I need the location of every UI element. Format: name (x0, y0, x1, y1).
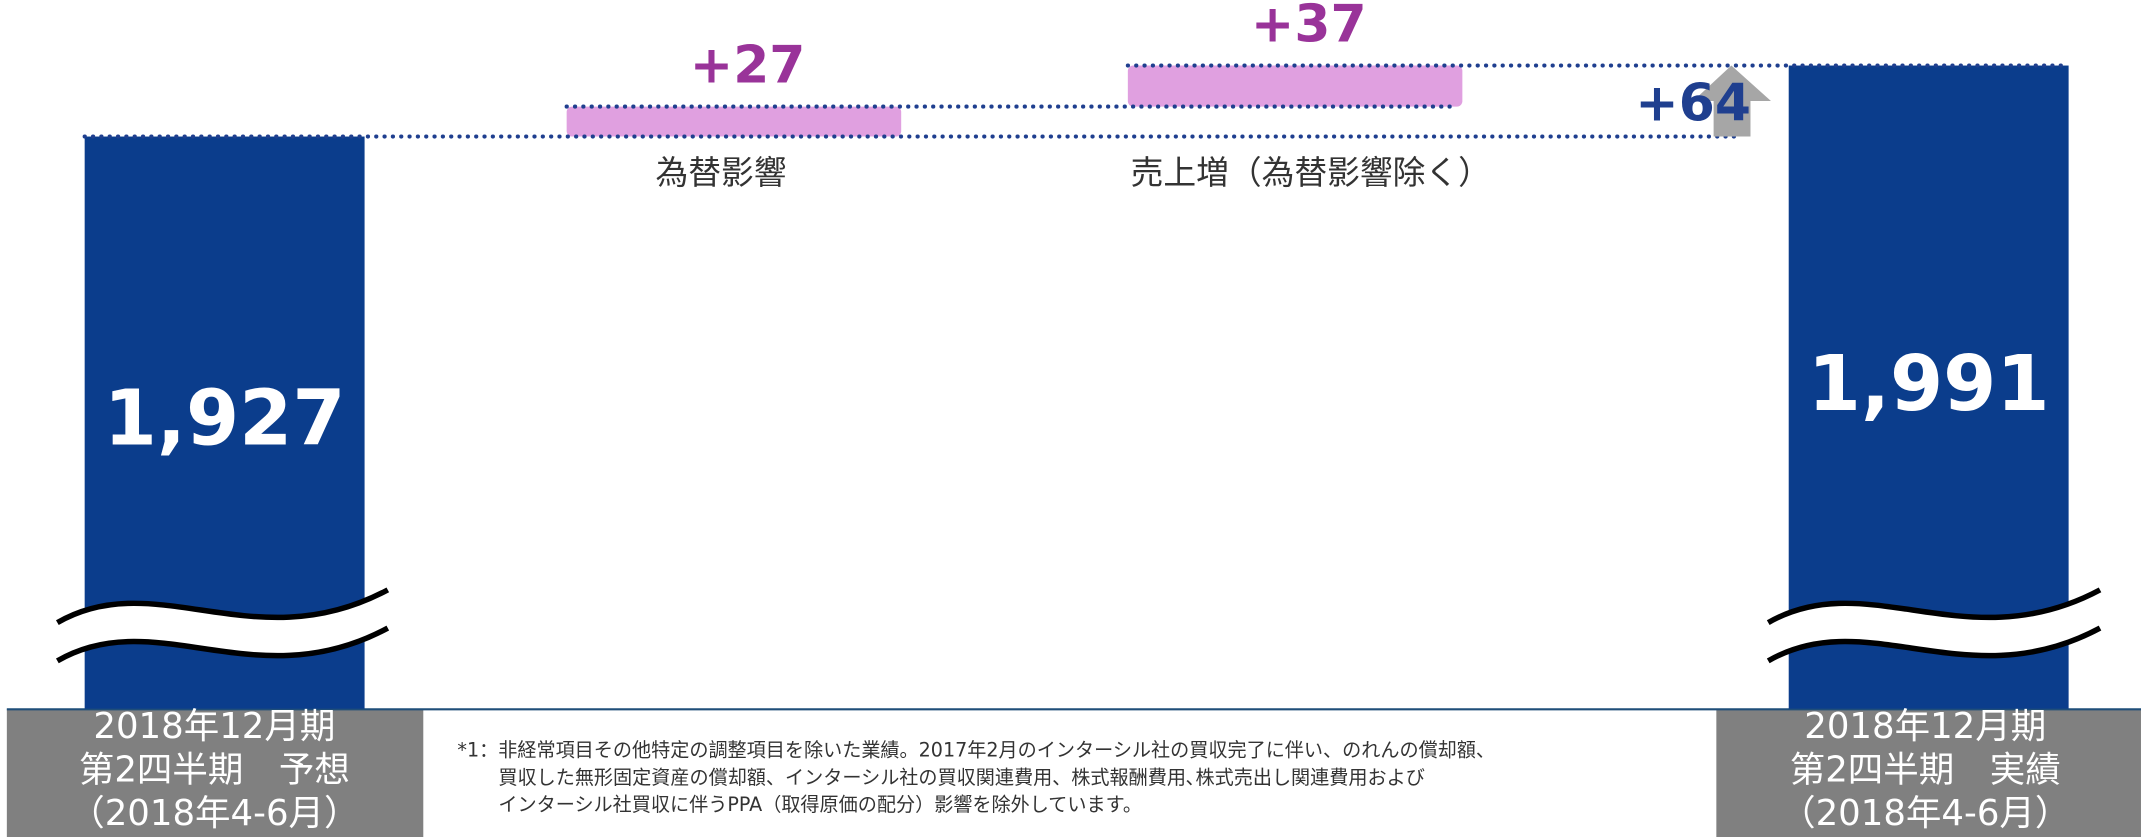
change-arrow (1693, 65, 1771, 137)
value-label: +37 (1251, 0, 1367, 54)
footnote: 買収した無形固定資産の償却額、インターシル社の買収関連費用、株式報酬費用､株式売… (498, 766, 1424, 789)
category-box (6, 708, 424, 837)
x-tick-label: 売上増（為替影響除く） (1131, 154, 1491, 192)
value-label: 1,927 (104, 374, 346, 463)
x-tick-label: 第2四半期 実績 (1790, 749, 2061, 790)
footnote: *1：非経常項目その他特定の調整項目を除いた業績。2017年2月のインターシル社… (457, 738, 1495, 761)
x-tick-label: （2018年4-6月） (69, 793, 359, 834)
bar (1127, 65, 1463, 107)
category-box (1716, 708, 2141, 837)
value-label: 1,991 (1808, 340, 2050, 429)
axis-break-line (55, 587, 390, 625)
x-tick-label: 2018年12月期 (1804, 706, 2046, 747)
footnote: インターシル社買収に伴うPPA（取得原価の配分）影響を除外しています。 (498, 793, 1142, 816)
axis-break-line (55, 625, 390, 664)
x-tick-label: （2018年4-6月） (1780, 793, 2070, 834)
x-tick-label: 第2四半期 予想 (79, 749, 350, 790)
axis-break (1768, 589, 2101, 661)
x-tick-label: 2018年12月期 (93, 706, 335, 747)
bar (566, 106, 902, 137)
axis-break (57, 589, 388, 661)
change-label: +64 (1635, 74, 1751, 134)
axis-break-line (1766, 587, 2102, 625)
axis-break-line (1766, 625, 2102, 664)
x-tick-label: 為替影響 (655, 154, 786, 192)
value-label: +27 (690, 35, 806, 95)
